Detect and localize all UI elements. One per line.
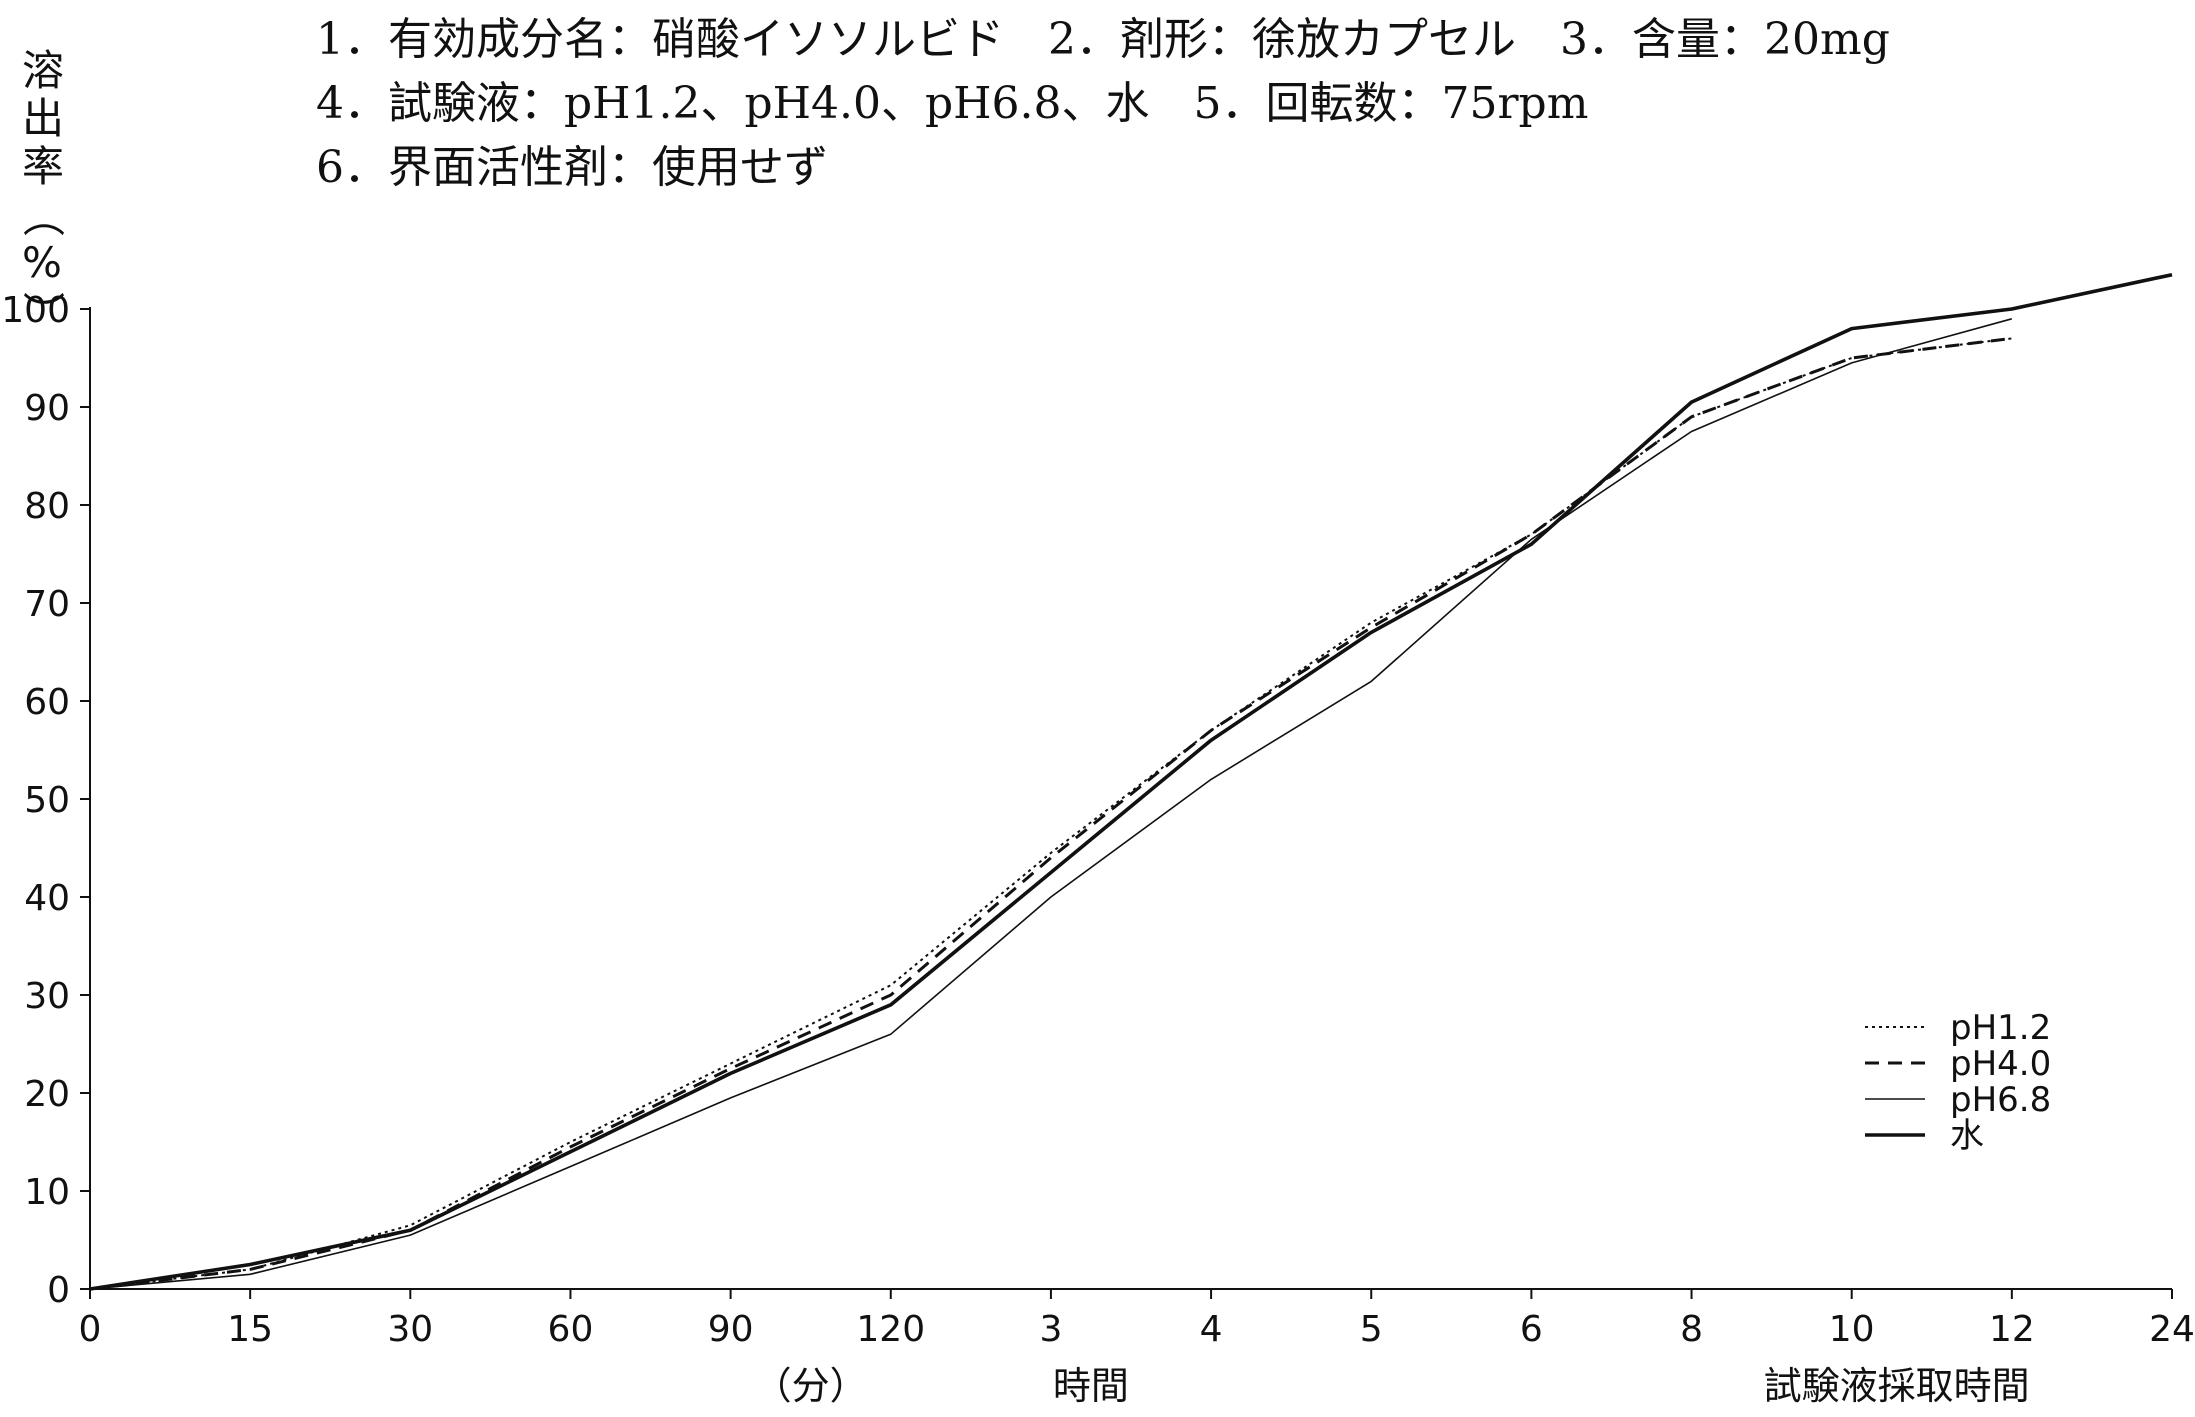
x-tick-label: 15 [227,1309,273,1350]
x-tick-label: 4 [1200,1309,1223,1350]
y-tick-label: 40 [24,878,70,919]
x-tick-label: 90 [708,1309,754,1350]
series-line-2 [89,336,2012,1291]
x-tick-label: 3 [1039,1309,1062,1350]
y-axis-ticks: 0 10 20 30 40 50 60 70 80 90 100 [1,290,90,1311]
x-tick-label: 120 [856,1309,925,1350]
y-tick-label: 50 [24,780,70,821]
y-tick-label: 70 [24,584,70,625]
x-group-label-hours: 時間 [1053,1364,1129,1408]
chart-axes [89,307,2172,1290]
y-tick-label: 20 [24,1074,70,1115]
x-group-label-sampling: 試験液採取時間 [1764,1364,2030,1408]
y-axis-label-char: 出 [22,94,65,143]
x-axis-group-labels: （分） 時間 試験液採取時間 [754,1364,2030,1408]
y-tick-label: 100 [1,290,70,331]
y-tick-label: 80 [24,486,70,527]
x-tick-label: 10 [1829,1309,1875,1350]
x-group-label-minutes: （分） [754,1364,868,1408]
y-tick-label: 10 [24,1172,70,1213]
x-tick-label: 0 [79,1309,102,1350]
header-line-2: 4．試験液：pH1.2、pH4.0、pH6.8、水 5．回転数：75rpm [316,78,1589,129]
y-axis-label-char: % [22,238,62,287]
series-line-4 [89,272,2173,1291]
header-line-1: 1．有効成分名：硝酸イソソルビド 2．剤形：徐放カプセル 3．含量：20mg [316,14,1890,65]
x-axis-ticks: 0 15 30 60 90 120 3 4 5 6 8 10 12 24 [79,1289,2195,1350]
y-tick-label: 90 [24,388,70,429]
y-tick-label: 60 [24,682,70,723]
chart-series [89,272,2173,1291]
series-line-3 [89,318,2013,1290]
x-tick-label: 30 [387,1309,433,1350]
x-tick-label: 8 [1680,1309,1703,1350]
x-tick-label: 24 [2149,1309,2195,1350]
legend-label-1: pH1.2 [1950,1008,2051,1048]
legend-label-4: 水 [1950,1116,1984,1156]
legend-label-3: pH6.8 [1950,1080,2051,1120]
x-tick-label: 12 [1989,1309,2035,1350]
y-tick-label: 30 [24,976,70,1017]
y-axis-label-char: 溶 [22,46,65,95]
x-tick-label: 60 [548,1309,594,1350]
legend-label-2: pH4.0 [1950,1044,2051,1084]
y-axis-label-char: 率 [22,142,65,191]
x-tick-label: 5 [1360,1309,1383,1350]
header-line-3: 6．界面活性剤：使用せず [316,142,828,193]
series-line-1 [89,337,2012,1290]
y-tick-label: 0 [47,1270,70,1311]
x-tick-label: 6 [1520,1309,1543,1350]
